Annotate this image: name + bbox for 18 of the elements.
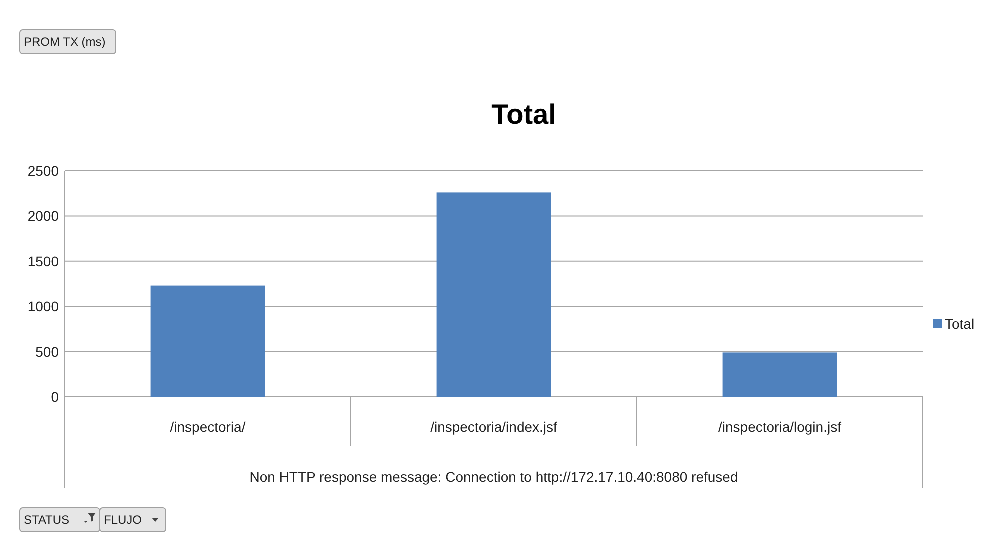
y-tick-label: 2500 xyxy=(28,163,60,179)
chart-title: Total xyxy=(492,99,556,130)
text: PROM TX (ms) xyxy=(24,35,106,49)
y-tick-label: 2000 xyxy=(28,208,60,224)
x-tick-label: /inspectoria/ xyxy=(170,419,246,435)
bar xyxy=(436,192,552,397)
y-tick-label: 0 xyxy=(51,389,60,405)
x-tick-label: /inspectoria/login.jsf xyxy=(718,419,842,435)
y-tick-label: 1500 xyxy=(28,253,60,270)
y-tick-label: 1000 xyxy=(28,298,60,315)
bar xyxy=(722,352,838,397)
x-axis-title: Non HTTP response message: Connection to http://172.17.10.40:8080 refused xyxy=(250,469,738,485)
y-tick-label: 500 xyxy=(36,344,60,360)
text: FLUJO xyxy=(104,513,142,527)
bar xyxy=(150,286,266,397)
x-tick-label: /inspectoria/index.jsf xyxy=(430,419,558,435)
text: STATUS xyxy=(24,513,70,527)
legend-label: Total xyxy=(945,316,975,332)
